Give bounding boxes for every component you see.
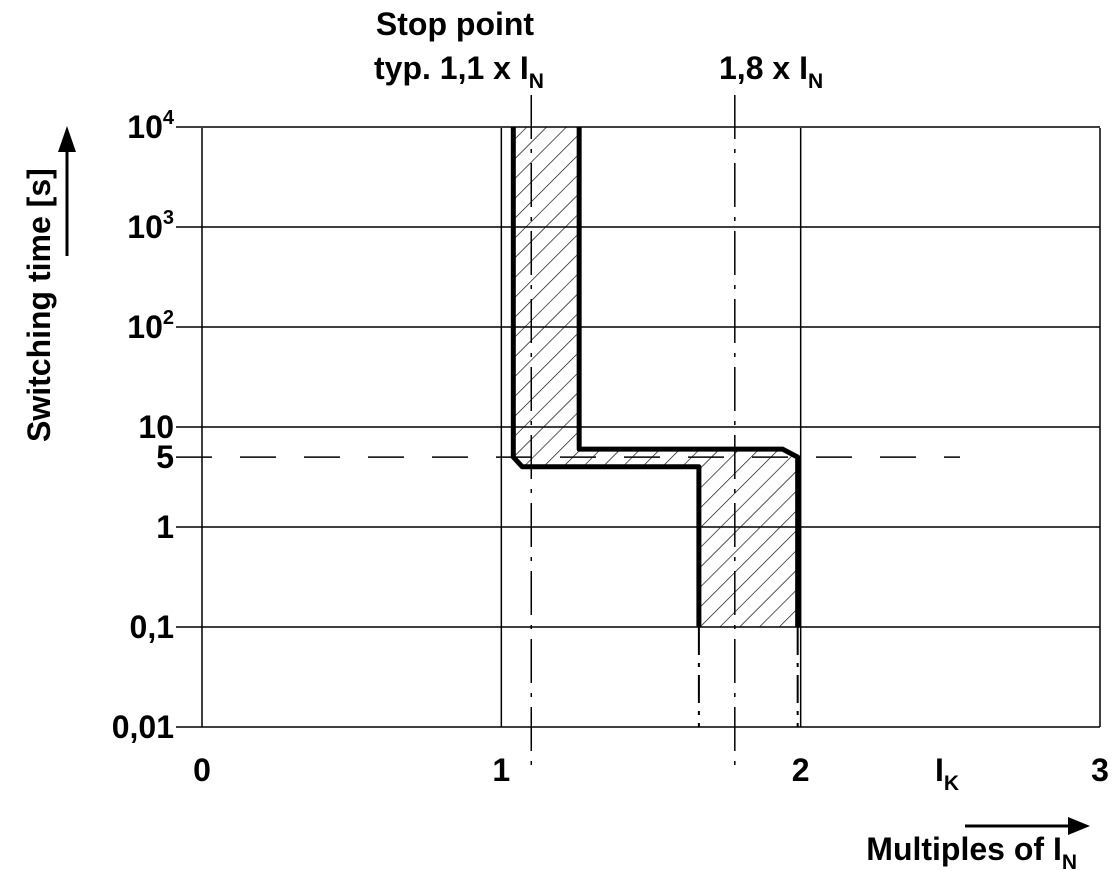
y-tick-label: 0,1	[130, 609, 174, 645]
x-tick-label: 0	[193, 752, 211, 788]
y-tick-label: 10	[138, 409, 174, 445]
y-tick-label: 102	[127, 307, 174, 345]
y-axis-arrow-icon	[58, 126, 76, 152]
x-tick-label: 3	[1091, 752, 1109, 788]
x-axis-label: Multiples of IN	[866, 831, 1077, 870]
y-axis-label: Switching time [s]	[21, 168, 57, 442]
reference-lines	[176, 95, 960, 775]
y-axis-title: Switching time [s]	[21, 126, 76, 442]
curve-2	[576, 127, 801, 627]
y-tick-label: 1	[156, 509, 174, 545]
stop-point-title: Stop point	[376, 6, 535, 42]
x-axis-arrow-icon	[1068, 817, 1090, 835]
tolerance-band-hatching	[513, 127, 798, 627]
x-variable-label: IK	[935, 752, 959, 795]
y-tick-label: 0,01	[112, 709, 174, 745]
stop-point-annotation: typ. 1,1 x IN	[374, 50, 544, 93]
characteristic-curves	[510, 127, 801, 727]
y-tick-label: 104	[127, 107, 175, 145]
grid-lines	[176, 126, 1101, 728]
y-tick-label: 5	[156, 439, 174, 475]
curve-1	[510, 127, 702, 627]
x-tick-label: 1	[492, 752, 510, 788]
trip-point-annotation: 1,8 x IN	[719, 50, 823, 93]
axis-tick-labels: 0 1 2 3 0,01 0,1 1 510 102 103 104	[112, 107, 1109, 788]
x-axis-title: Multiples of IN	[866, 817, 1090, 870]
x-tick-label: 2	[792, 752, 810, 788]
y-tick-label: 103	[127, 207, 174, 245]
